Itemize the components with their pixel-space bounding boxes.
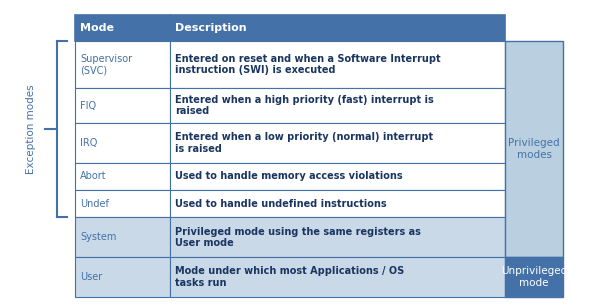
Text: FIQ: FIQ: [80, 101, 96, 111]
Bar: [75, 123, 170, 163]
Text: Undef: Undef: [80, 199, 109, 209]
Text: System: System: [80, 232, 116, 242]
Bar: [75, 217, 170, 257]
Bar: [505, 41, 563, 257]
Bar: [75, 163, 170, 190]
Text: User: User: [80, 272, 102, 282]
Text: IRQ: IRQ: [80, 138, 98, 148]
Bar: [75, 88, 170, 123]
Text: Mode under which most Applications / OS
tasks run: Mode under which most Applications / OS …: [175, 266, 404, 288]
Text: Used to handle undefined instructions: Used to handle undefined instructions: [175, 199, 387, 209]
Text: Exception modes: Exception modes: [26, 84, 36, 174]
Bar: [75, 257, 170, 297]
Text: Abort: Abort: [80, 171, 107, 181]
Bar: [170, 88, 505, 123]
Bar: [170, 15, 505, 41]
Bar: [505, 257, 563, 297]
Bar: [170, 257, 505, 297]
Bar: [75, 41, 170, 88]
Text: Supervisor
(SVC): Supervisor (SVC): [80, 54, 132, 75]
Text: Entered when a high priority (fast) interrupt is
raised: Entered when a high priority (fast) inte…: [175, 95, 434, 117]
Bar: [75, 15, 170, 41]
Bar: [170, 41, 505, 88]
Bar: [170, 163, 505, 190]
Text: Used to handle memory access violations: Used to handle memory access violations: [175, 171, 402, 181]
Bar: [170, 190, 505, 217]
Bar: [170, 123, 505, 163]
Text: Entered on reset and when a Software Interrupt
instruction (SWI) is executed: Entered on reset and when a Software Int…: [175, 54, 441, 75]
Text: Privileged mode using the same registers as
User mode: Privileged mode using the same registers…: [175, 227, 421, 248]
Text: Mode: Mode: [80, 23, 114, 33]
Bar: [75, 190, 170, 217]
Bar: [170, 217, 505, 257]
Text: Entered when a low priority (normal) interrupt
is raised: Entered when a low priority (normal) int…: [175, 132, 433, 154]
Text: Privileged
modes: Privileged modes: [508, 138, 560, 160]
Text: Description: Description: [175, 23, 247, 33]
Text: Unprivileged
mode: Unprivileged mode: [501, 266, 567, 288]
